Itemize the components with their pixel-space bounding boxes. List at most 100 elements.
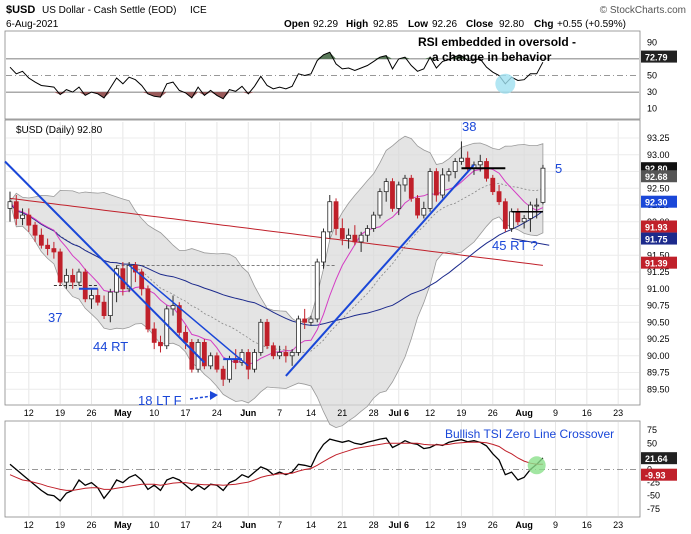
candle-body [145, 288, 151, 330]
price-badge [641, 232, 677, 245]
candle-body [114, 268, 119, 293]
tsi-badge-text: 21.64 [645, 454, 668, 464]
price-tick-label: 90.00 [647, 351, 670, 361]
x-tick-label: May [114, 408, 132, 418]
tsi-panel-frame [4, 420, 641, 518]
price-tick-label: 91.00 [647, 284, 670, 294]
candle-body [358, 234, 364, 243]
tsi-tick-label: -75 [647, 504, 660, 514]
candle-body [214, 355, 220, 370]
candle-body [433, 171, 439, 196]
rsi-badge-text: 72.79 [645, 53, 668, 63]
rsi-badge [641, 50, 677, 63]
candle-body [277, 352, 283, 357]
x-tick-label: 12 [24, 520, 34, 530]
x-tick-label: 23 [613, 408, 623, 418]
x-tick-label: 12 [425, 520, 435, 530]
candle-body [465, 157, 471, 169]
annotation-18-lt-f: 18 LT F [138, 393, 182, 408]
instrument-name: US Dollar - Cash Settle (EOD) [42, 5, 176, 16]
candle-body [540, 167, 546, 203]
candle-body [239, 352, 245, 363]
price-badge-text: 92.80 [645, 164, 668, 174]
price-badge [641, 256, 677, 269]
tsi-tick-label: -25 [647, 478, 660, 488]
annotation-38: 38 [462, 119, 476, 134]
candle-body [176, 305, 182, 333]
candle-body [502, 201, 508, 229]
rsi-tick-label: 90 [647, 37, 657, 47]
annotation-45-rt: 45 RT ? [492, 238, 538, 253]
x-tick-label: 9 [553, 408, 558, 418]
price-panel [4, 135, 550, 429]
chg-label: Chg [534, 19, 553, 30]
rsi-note-line1: RSI embedded in oversold - [418, 35, 576, 49]
downtrend-line [4, 160, 206, 364]
candle-body [189, 341, 195, 370]
candle-body [515, 211, 521, 223]
price-badge-text: 91.39 [645, 259, 668, 269]
close-label: Close [466, 19, 494, 30]
x-tick-label: 26 [87, 408, 97, 418]
x-tick-label: 12 [425, 408, 435, 418]
price-badge-text: 91.93 [645, 222, 668, 232]
candle-body [440, 174, 446, 196]
x-tick-label: 28 [369, 520, 379, 530]
candle-body [101, 301, 107, 317]
candle-body [70, 274, 76, 283]
candle-body [64, 274, 69, 283]
price-badge-text: 91.75 [645, 235, 668, 245]
candle-body [377, 191, 383, 216]
candle-body [82, 271, 88, 300]
x-tick-label: 10 [149, 408, 159, 418]
candle-body [139, 271, 145, 290]
tsi-highlight-circle [527, 456, 546, 475]
candle-body [51, 248, 57, 253]
candle-body [57, 251, 63, 283]
x-tick-label: 23 [613, 520, 623, 530]
rsi-tick-label: 50 [647, 71, 657, 81]
x-tick-label: 7 [277, 408, 282, 418]
x-tick-label: 24 [212, 408, 222, 418]
annotation-5: 5 [555, 161, 562, 176]
candle-body [333, 201, 339, 229]
x-tick-label: 19 [55, 520, 65, 530]
price-badge [641, 170, 677, 183]
x-tick-label: 26 [87, 520, 97, 530]
tsi-crossover-note: Bullish TSI Zero Line Crossover [445, 427, 614, 441]
price-tick-label: 90.75 [647, 301, 670, 311]
rsi-highlight-circle [495, 73, 516, 94]
candle-body [7, 201, 13, 209]
bollinger-middle [9, 182, 544, 354]
candle-body [496, 191, 502, 203]
candle-body [402, 177, 408, 186]
candle-body [364, 228, 370, 236]
candle-body [289, 352, 295, 357]
candle-body [95, 295, 101, 303]
x-tick-label: 21 [337, 520, 347, 530]
candle-body [452, 161, 458, 172]
x-tick-label: Jun [240, 520, 256, 530]
candle-body [76, 271, 82, 283]
candle-body [396, 184, 402, 209]
candle-body [327, 201, 333, 233]
candle-body [296, 318, 301, 353]
rsi-panel [9, 51, 544, 100]
tsi-badge [641, 468, 677, 481]
candle-body [270, 345, 276, 357]
x-tick-label: 17 [181, 520, 191, 530]
candle-body [383, 181, 389, 193]
brand-logo: © StockCharts.com [600, 5, 686, 16]
candle-body [371, 214, 377, 229]
x-tick-label: Aug [515, 408, 533, 418]
price-badge-text: 92.68 [645, 172, 668, 182]
candle-body [208, 355, 214, 367]
x-tick-label: 19 [55, 408, 65, 418]
tsi-tick-label: 75 [647, 425, 657, 435]
candle-body [38, 234, 44, 246]
candle-body [509, 211, 515, 229]
open-value: 92.29 [313, 19, 338, 30]
x-tick-label: 19 [456, 520, 466, 530]
price-badge [641, 195, 677, 208]
x-tick-label: Jul 6 [388, 520, 409, 530]
